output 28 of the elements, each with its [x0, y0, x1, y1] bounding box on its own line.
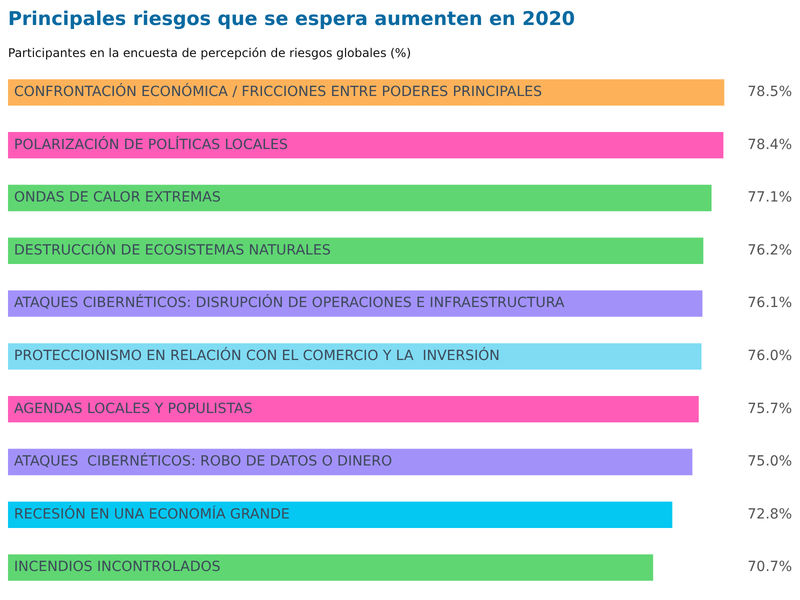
y-tick-label: ATAQUES CIBERNÉTICOS: ROBO DE DATOS O DINERO: [14, 452, 392, 470]
data-label: 77.1%: [748, 190, 792, 206]
y-tick-label: ONDAS DE CALOR EXTREMAS: [14, 190, 221, 206]
data-label: 76.0%: [748, 348, 792, 364]
y-tick-label: CONFRONTACIÓN ECONÓMICA / FRICCIONES ENTRE PODERES PRINCIPALES: [14, 83, 542, 100]
y-tick-label: DESTRUCCIÓN DE ECOSISTEMAS NATURALES: [14, 241, 331, 258]
bar: [8, 554, 654, 581]
data-label: 78.5%: [748, 84, 792, 100]
y-tick-label: RECESIÓN EN UNA ECONOMÍA GRANDE: [14, 505, 290, 522]
y-tick-label: PROTECCIONISMO EN RELACIÓN CON EL COMERCIO Y LA INVERSIÓN: [14, 347, 500, 364]
data-label: 75.7%: [748, 400, 792, 417]
y-tick-label: INCENDIOS INCONTROLADOS: [14, 559, 221, 576]
bar: [8, 396, 699, 422]
data-label: 70.7%: [748, 559, 792, 576]
chart-title: Principales riesgos que se espera aumenten en 2020: [8, 8, 576, 30]
bar: [8, 184, 712, 212]
data-label: 75.0%: [748, 454, 792, 470]
chart-subtitle: Participantes en la encuesta de percepción de riesgos globales (%): [8, 46, 412, 60]
data-label: 72.8%: [748, 506, 792, 522]
data-label: 78.4%: [748, 136, 792, 153]
y-tick-label: POLARIZACIÓN DE POLÍTICAS LOCALES: [14, 136, 288, 153]
y-tick-label: ATAQUES CIBERNÉTICOS: DISRUPCIÓN DE OPERACIONES E INFRAESTRUCTURA: [14, 294, 565, 312]
bar: [8, 132, 724, 158]
data-label: 76.1%: [748, 295, 792, 312]
bar: [8, 238, 704, 264]
bar: [8, 502, 672, 528]
y-tick-label: AGENDAS LOCALES Y POPULISTAS: [14, 400, 253, 417]
data-label: 76.2%: [748, 242, 792, 258]
